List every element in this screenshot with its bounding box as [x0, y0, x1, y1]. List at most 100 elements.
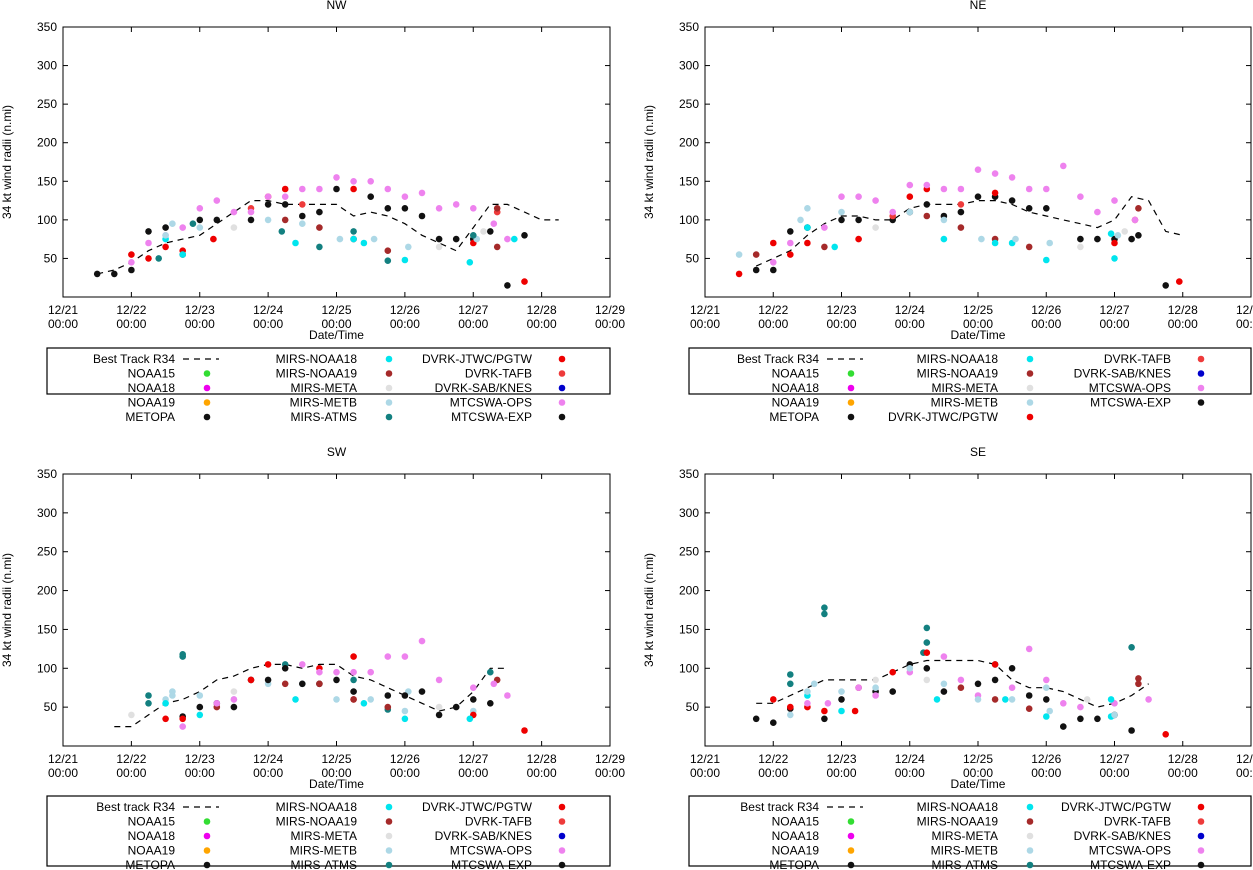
data-point-mtcswa-ops: [1043, 185, 1050, 193]
legend-label: NOAA15: [772, 367, 820, 381]
x-tick-label-time: 00:00: [321, 317, 351, 331]
legend-marker-mtcswa-exp: [1197, 861, 1205, 869]
legend-marker-metopa: [203, 861, 211, 869]
x-tick-label-date: 12/25: [963, 752, 993, 766]
data-point-dvrk-jtwc-pgtw: [350, 653, 357, 660]
legend-label: MIRS-METB: [290, 396, 357, 410]
data-point-metopa: [470, 696, 477, 703]
data-point-metopa: [281, 665, 289, 672]
x-tick-label-time: 00:00: [826, 766, 856, 780]
data-point-mirs-meta: [1083, 696, 1091, 703]
data-point-mirs-meta: [1121, 228, 1128, 235]
data-point-dvrk-tafb: [299, 201, 306, 208]
data-point-mtcswa-ops: [490, 220, 498, 227]
data-point-mtcswa-ops: [838, 193, 845, 200]
data-point-mtcswa-ops: [1060, 700, 1067, 707]
legend-box: [46, 347, 611, 395]
data-point-mirs-noaa18: [196, 711, 204, 719]
data-point-metopa: [1094, 715, 1101, 723]
data-point-mirs-atms: [278, 228, 286, 235]
data-point-mtcswa-ops: [470, 205, 477, 212]
data-point-mirs-noaa19: [752, 251, 760, 258]
y-tick-label: 200: [679, 584, 699, 598]
data-point-mirs-meta: [1077, 243, 1084, 251]
data-point-metopa: [299, 212, 306, 220]
y-axis-label: 34 kt wind radii (n.mi): [0, 553, 14, 667]
data-point-dvrk-jtwc-pgtw: [210, 235, 217, 243]
data-point-mtcswa-ops: [1145, 696, 1152, 703]
y-tick-label: 200: [37, 136, 57, 150]
data-point-mirs-noaa19: [281, 216, 289, 224]
data-point-mirs-metb: [940, 216, 948, 224]
x-tick-label-time: 00:00: [963, 766, 993, 780]
legend-label: MIRS-METB: [931, 844, 998, 858]
legend-label: MIRS-ATMS: [932, 858, 998, 870]
data-point-metopa: [333, 676, 340, 684]
data-point-mirs-noaa18: [831, 243, 838, 251]
legend-marker-mirs-metb: [385, 399, 393, 406]
x-tick-label-date: 12/21: [690, 752, 720, 766]
data-point-metopa: [770, 719, 777, 726]
x-tick-label-time: 00:00: [48, 317, 78, 331]
data-point-mirs-noaa19: [281, 680, 289, 688]
data-point-metopa: [889, 688, 896, 695]
data-point-mtcswa-ops: [1077, 193, 1084, 200]
legend-marker-mirs-atms: [385, 413, 393, 421]
legend-label: MIRS-NOAA19: [276, 815, 358, 829]
data-point-mirs-metb: [370, 235, 378, 243]
x-tick-label-time: 00:00: [758, 317, 788, 331]
data-point-dvrk-jtwc-pgtw: [264, 661, 272, 668]
data-point-metopa: [264, 676, 272, 684]
data-point-mirs-metb: [872, 684, 879, 691]
data-point-mtcswa-ops: [470, 684, 477, 691]
x-tick-label-time: 00:00: [321, 766, 351, 780]
data-point-metopa: [752, 266, 760, 274]
data-point-dvrk-jtwc-pgtw: [247, 676, 255, 684]
data-point-mirs-noaa19: [493, 205, 501, 212]
y-tick-label: 350: [37, 467, 57, 481]
data-point-mtcswa-ops: [367, 178, 375, 185]
data-point-metopa: [196, 216, 204, 224]
data-point-mtcswa-ops: [316, 185, 323, 193]
data-point-metopa: [196, 703, 204, 711]
data-point-mirs-noaa19: [1135, 675, 1142, 682]
data-point-mirs-metb: [367, 696, 375, 703]
data-point-mirs-meta: [435, 243, 443, 251]
data-point-metopa: [787, 228, 794, 235]
y-tick-label: 150: [679, 174, 699, 188]
data-point-mtcswa-ops: [1111, 197, 1118, 204]
data-point-dvrk-jtwc-pgtw: [821, 707, 828, 715]
data-point-metopa: [1060, 723, 1067, 730]
data-point-mirs-meta: [923, 676, 931, 684]
x-tick-label-date: 12/29: [595, 752, 625, 766]
legend-label: DVRK-SAB/KNES: [435, 829, 532, 843]
legend-marker-dvrk-sab-knes: [1197, 832, 1205, 840]
legend-label: DVRK-JTWC/PGTW: [422, 352, 533, 366]
legend-marker-dvrk-jtwc-pgtw: [558, 355, 566, 363]
data-point-mtcswa-ops: [384, 185, 392, 193]
data-point-dvrk-jtwc-pgtw: [128, 251, 135, 258]
x-tick-label-date: 12/25: [963, 303, 993, 317]
data-point-metopa: [145, 228, 152, 235]
data-point-metopa: [1162, 282, 1169, 289]
legend-label: Best track R34: [740, 800, 819, 814]
data-point-mirs-atms: [821, 610, 828, 618]
y-tick-label: 50: [44, 251, 58, 265]
legend-label: MIRS-NOAA19: [276, 367, 358, 381]
legend-box: [688, 795, 1252, 867]
data-point-metopa: [128, 266, 135, 274]
data-point-mirs-noaa19: [957, 224, 965, 231]
data-point-mirs-noaa18: [1107, 230, 1115, 237]
data-point-mirs-noaa19: [316, 680, 323, 688]
data-point-mtcswa-ops: [923, 181, 931, 189]
data-point-metopa: [1135, 232, 1142, 239]
x-tick-label-date: 12/27: [1099, 303, 1129, 317]
data-point-mirs-noaa18: [511, 235, 518, 243]
legend-marker-mtcswa-exp: [1197, 399, 1205, 406]
legend-label: DVRK-TAFB: [465, 815, 532, 829]
data-point-metopa: [401, 205, 409, 212]
data-point-mirs-noaa19: [350, 696, 357, 703]
data-point-dvrk-jtwc-pgtw: [991, 189, 999, 197]
legend-marker-metopa: [847, 413, 855, 421]
